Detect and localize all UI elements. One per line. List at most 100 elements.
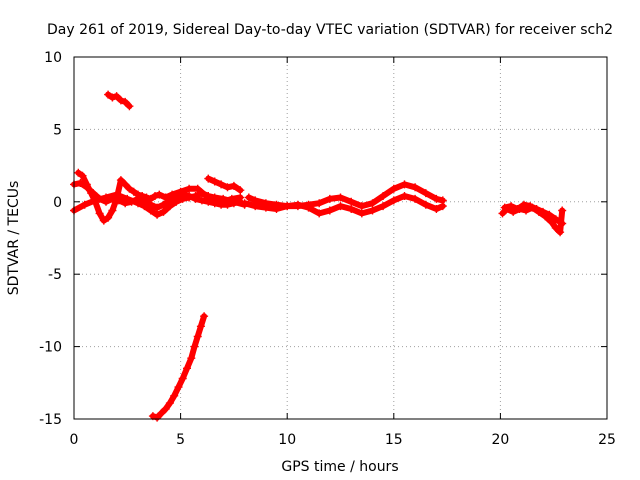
data-point — [178, 194, 187, 203]
data-point — [153, 203, 162, 212]
data-point — [95, 209, 104, 218]
data-point — [74, 168, 83, 177]
data-point — [379, 192, 388, 200]
x-tick-label: 10 — [278, 432, 296, 448]
data-point — [379, 202, 388, 211]
data-point — [204, 174, 213, 183]
series-track-g — [244, 180, 447, 211]
data-point — [112, 92, 121, 101]
data-point — [155, 190, 164, 199]
plot-frame — [73, 56, 608, 420]
data-point — [191, 192, 200, 200]
data-point — [153, 413, 162, 422]
series-trace — [149, 313, 208, 421]
series-trace — [71, 190, 248, 218]
data-point — [244, 193, 253, 202]
data-point — [99, 216, 108, 225]
data-point — [134, 190, 142, 199]
y-tick-label: 5 — [53, 122, 62, 138]
data-point — [87, 189, 96, 198]
x-tick-label: 20 — [491, 432, 509, 448]
data-point — [229, 181, 238, 190]
data-point — [513, 205, 522, 213]
data-point — [400, 192, 409, 200]
data-point — [129, 187, 138, 196]
data-point — [196, 322, 205, 331]
data-point — [183, 364, 191, 373]
y-tick-label: -15 — [39, 412, 62, 428]
data-point — [104, 90, 113, 99]
x-tick-label: 25 — [598, 432, 616, 448]
data-point — [240, 199, 249, 208]
data-point — [325, 206, 334, 215]
data-point — [172, 197, 181, 206]
data-point — [236, 193, 245, 202]
data-point — [185, 184, 194, 193]
series-track-c — [70, 189, 249, 219]
data-point — [165, 202, 174, 211]
data-point — [272, 205, 281, 213]
data-point — [438, 202, 447, 211]
grid — [74, 57, 607, 419]
data-point — [125, 184, 134, 193]
data-point — [389, 196, 398, 205]
y-tick-label: 10 — [44, 50, 62, 66]
x-tick-label: 5 — [176, 432, 185, 448]
data-point — [507, 202, 516, 211]
series-layer — [70, 90, 567, 422]
data-point — [168, 190, 177, 199]
axis-ticks — [73, 56, 608, 420]
x-axis-label: GPS time / hours — [281, 459, 398, 475]
y-axis-label: SDTVAR / TECUs — [6, 181, 22, 296]
data-point — [78, 171, 87, 180]
data-point — [551, 215, 560, 224]
series-track-h — [240, 192, 447, 218]
data-point — [165, 399, 174, 408]
data-point — [210, 193, 219, 202]
data-point — [193, 184, 202, 193]
data-point — [325, 194, 334, 203]
series-track-j — [500, 200, 567, 228]
data-point — [223, 183, 232, 192]
data-point — [293, 200, 302, 209]
data-point — [174, 383, 183, 392]
data-point — [347, 205, 356, 213]
data-point — [187, 354, 196, 363]
data-point — [204, 192, 213, 200]
data-point — [210, 177, 219, 186]
data-point — [159, 200, 168, 209]
y-tick-label: 0 — [53, 195, 62, 211]
data-point — [108, 206, 117, 215]
data-point — [304, 203, 313, 212]
data-point — [421, 189, 430, 198]
data-point — [411, 194, 420, 203]
data-point — [519, 200, 528, 209]
data-point — [217, 180, 226, 189]
data-point — [197, 189, 206, 198]
x-tick-label: 15 — [385, 432, 403, 448]
data-point — [558, 206, 567, 215]
data-point — [368, 206, 377, 215]
x-tick-label: 0 — [70, 432, 79, 448]
y-tick-label: -5 — [48, 267, 62, 283]
data-point — [551, 223, 560, 232]
data-point — [283, 202, 292, 211]
data-point — [421, 200, 430, 209]
y-tick-labels: -15 -10 -5 0 5 10 — [39, 50, 62, 428]
data-point — [178, 374, 187, 383]
data-point — [336, 202, 345, 211]
x-tick-labels: 0 5 10 15 20 25 — [70, 432, 616, 448]
data-point — [185, 193, 194, 202]
data-point — [140, 202, 149, 211]
data-point — [159, 207, 168, 216]
data-point — [200, 312, 209, 321]
data-point — [91, 196, 100, 205]
data-point — [193, 332, 202, 341]
data-point — [116, 176, 125, 185]
data-point — [112, 190, 121, 199]
data-point — [357, 209, 366, 218]
data-point — [123, 194, 132, 203]
data-point — [219, 194, 228, 203]
data-point — [336, 193, 345, 202]
